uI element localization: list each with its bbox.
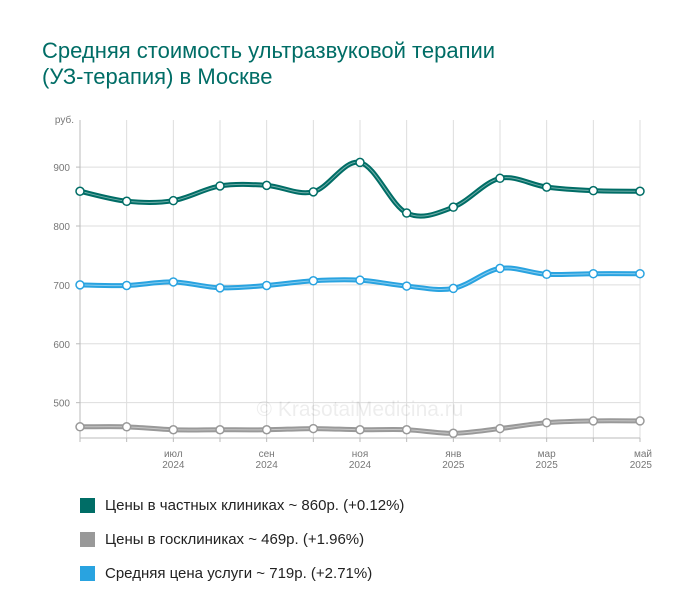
data-point-average[interactable] [355,275,365,285]
y-tick-label: 600 [53,340,70,351]
y-tick-label: 900 [53,163,70,174]
data-point-private[interactable] [75,186,85,197]
x-tick-label-year: 2025 [442,460,465,471]
legend-swatch-private [80,497,95,513]
data-point-public[interactable] [168,425,179,435]
data-point-public[interactable] [261,425,272,435]
data-point-private[interactable] [215,181,225,191]
legend-label-public: Цены в госклиниках ~ 469р. (+1.96%) [105,530,365,548]
data-point-public[interactable] [308,423,319,434]
data-point-public[interactable] [75,422,85,432]
data-point-private[interactable] [261,180,272,191]
line-chart: руб.500600700800900июл2024сен2024ноя2024… [53,114,652,471]
series-public [75,416,645,439]
x-tick-label-month: май [634,449,652,460]
legend-label-private: Цены в частных клиниках ~ 860р. (+0.12%) [105,496,405,514]
data-point-private[interactable] [495,173,505,184]
data-point-average[interactable] [261,280,272,291]
data-point-public[interactable] [448,428,459,439]
data-point-average[interactable] [308,276,319,286]
y-tick-label: 700 [53,281,70,292]
legend-swatch-public [80,531,95,547]
data-point-public[interactable] [401,425,412,435]
data-point-average[interactable] [448,283,459,294]
watermark-text: © KrasotaiMedicina.ru [257,398,464,421]
data-point-private[interactable] [401,208,412,218]
chart-title-line-1: Средняя стоимость ультразвуковой терапии [42,38,496,63]
data-point-average[interactable] [635,268,645,279]
data-point-private[interactable] [121,196,132,207]
data-point-public[interactable] [121,422,132,432]
data-point-average[interactable] [215,283,225,293]
data-point-private[interactable] [355,157,365,168]
x-tick-label-year: 2025 [630,460,653,471]
data-point-public[interactable] [495,423,505,434]
legend-label-average: Средняя цена услуги ~ 719р. (+2.71%) [105,564,373,582]
legend-item-public[interactable]: Цены в госклиниках ~ 469р. (+1.96%) [80,522,404,556]
data-point-average[interactable] [75,280,85,290]
x-tick-label-year: 2025 [536,460,559,471]
data-point-private[interactable] [168,195,179,206]
x-tick-label-month: мар [538,449,556,460]
x-tick-label-month: ноя [352,449,369,460]
y-tick-label: 800 [53,222,70,233]
x-tick-label-month: сен [259,449,275,460]
series-average [75,263,645,294]
legend-item-private[interactable]: Цены в частных клиниках ~ 860р. (+0.12%) [80,488,404,522]
chart-axes: руб.500600700800900июл2024сен2024ноя2024… [53,114,652,471]
x-tick-label-month: янв [445,449,461,460]
data-point-public[interactable] [635,416,645,426]
data-point-average[interactable] [121,280,132,291]
chart-title-line-2: (УЗ-терапия) в Москве [42,64,273,89]
data-point-private[interactable] [635,186,645,197]
data-point-average[interactable] [588,268,599,279]
data-point-private[interactable] [308,187,319,197]
chart-legend: Цены в частных клиниках ~ 860р. (+0.12%)… [80,488,404,590]
y-axis-unit-label: руб. [55,114,74,126]
data-point-public[interactable] [355,425,365,435]
data-point-private[interactable] [588,185,599,196]
data-point-private[interactable] [448,202,459,212]
data-point-private[interactable] [541,182,552,192]
x-tick-label-month: июл [164,449,183,460]
x-tick-label-year: 2024 [349,460,372,471]
data-point-public[interactable] [215,425,225,435]
y-tick-label: 500 [53,399,70,410]
chart-series [75,157,645,439]
data-point-average[interactable] [168,277,179,287]
data-point-average[interactable] [541,269,552,280]
legend-swatch-average [80,565,95,581]
data-point-public[interactable] [588,416,599,426]
data-point-average[interactable] [495,263,505,274]
series-private [75,157,645,219]
legend-item-average[interactable]: Средняя цена услуги ~ 719р. (+2.71%) [80,556,404,590]
data-point-average[interactable] [401,281,412,291]
x-tick-label-year: 2024 [256,460,279,471]
chart-title: Средняя стоимость ультразвуковой терапии… [42,38,662,90]
data-point-public[interactable] [541,417,552,428]
x-tick-label-year: 2024 [162,460,185,471]
